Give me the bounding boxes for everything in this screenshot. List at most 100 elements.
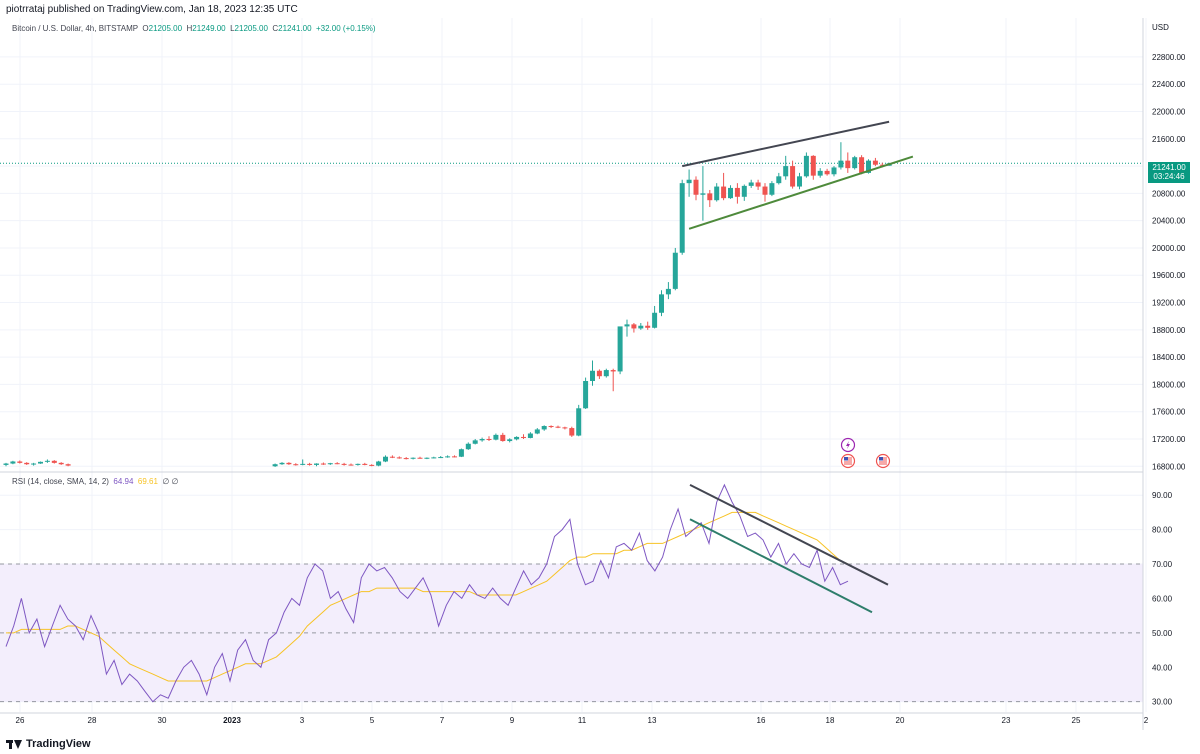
candle-body bbox=[51, 460, 57, 463]
candle-body bbox=[790, 166, 796, 187]
price-tick-label: 19600.00 bbox=[1152, 271, 1186, 280]
publisher-text: piotrrataj published on TradingView.com,… bbox=[6, 4, 298, 15]
rsi-tick-label: 50.00 bbox=[1152, 629, 1173, 638]
rsi-tick-label: 70.00 bbox=[1152, 560, 1173, 569]
candle-body bbox=[279, 462, 285, 465]
candle-body bbox=[383, 456, 388, 462]
us-flag-icon[interactable] bbox=[875, 453, 891, 469]
candle-body bbox=[679, 183, 685, 253]
price-tick-label: 18000.00 bbox=[1152, 380, 1186, 389]
last-price: 21241.00 bbox=[1152, 163, 1186, 172]
candle-body bbox=[514, 436, 520, 440]
candle-body bbox=[521, 436, 526, 438]
candle-body bbox=[65, 464, 71, 466]
candle-body bbox=[341, 463, 347, 465]
candle-body bbox=[638, 325, 644, 329]
candle-body bbox=[293, 464, 299, 466]
candle-body bbox=[314, 463, 319, 465]
time-tick-label: 20 bbox=[896, 716, 905, 725]
candle-body bbox=[445, 456, 451, 458]
candle-body bbox=[872, 160, 878, 165]
candle-body bbox=[845, 160, 851, 169]
candle-body bbox=[797, 176, 802, 187]
candle-body bbox=[700, 193, 706, 195]
time-tick-label: 11 bbox=[578, 716, 587, 725]
candle-body bbox=[603, 370, 609, 377]
candle-body bbox=[334, 463, 340, 465]
candle-body bbox=[10, 461, 16, 464]
candle-body bbox=[376, 461, 382, 466]
candle-body bbox=[817, 170, 823, 176]
candle-body bbox=[590, 370, 595, 381]
lightning-icon[interactable] bbox=[840, 437, 856, 453]
top-bar: piotrrataj published on TradingView.com,… bbox=[0, 0, 1200, 18]
rsi-tick-label: 30.00 bbox=[1152, 698, 1173, 707]
candle-body bbox=[652, 312, 658, 328]
candle-body bbox=[286, 462, 292, 465]
price-resistance-trendline[interactable] bbox=[681, 120, 890, 168]
us-flag-icon[interactable] bbox=[840, 453, 856, 469]
candle-body bbox=[472, 440, 478, 444]
brand-text: TradingView bbox=[26, 738, 91, 750]
candle-body bbox=[507, 439, 513, 442]
time-tick-label: 26 bbox=[16, 716, 25, 725]
close-value: 21241.00 bbox=[278, 24, 312, 33]
time-tick-label: 3 bbox=[300, 716, 305, 725]
rsi-support-trendline[interactable] bbox=[689, 518, 873, 614]
time-tick-label: 23 bbox=[1002, 716, 1011, 725]
candle-body bbox=[734, 187, 740, 197]
rsi-label[interactable]: RSI (14, close, SMA, 14, 2) bbox=[12, 477, 109, 486]
candle-body bbox=[362, 463, 368, 465]
low-value: 21205.00 bbox=[234, 24, 268, 33]
candle-body bbox=[686, 179, 692, 184]
time-tick-label: 13 bbox=[648, 716, 657, 725]
candle-body bbox=[810, 155, 816, 176]
price-tick-label: 22400.00 bbox=[1152, 80, 1186, 89]
candle-body bbox=[838, 160, 844, 168]
candle-body bbox=[562, 427, 568, 429]
candle-body bbox=[486, 438, 492, 440]
candle-body bbox=[583, 380, 589, 409]
tradingview-logo-icon bbox=[6, 739, 22, 749]
candle-body bbox=[403, 458, 409, 460]
symbol-label[interactable]: Bitcoin / U.S. Dollar, 4h, BITSTAMP bbox=[12, 24, 138, 33]
candle-body bbox=[741, 185, 747, 197]
candle-body bbox=[610, 370, 616, 372]
price-tick-label: 17200.00 bbox=[1152, 435, 1186, 444]
high-label: H bbox=[186, 24, 193, 33]
price-tick-label: 22800.00 bbox=[1152, 53, 1186, 62]
candle-body bbox=[58, 462, 64, 465]
candle-body bbox=[527, 433, 533, 438]
ohlc-legend: Bitcoin / U.S. Dollar, 4h, BITSTAMP O212… bbox=[12, 24, 376, 33]
candle-body bbox=[389, 456, 395, 458]
candle-body bbox=[803, 155, 809, 177]
trendlines[interactable] bbox=[681, 120, 914, 614]
candle-body bbox=[369, 464, 375, 466]
candle-body bbox=[776, 176, 782, 184]
price-tick-label: 21600.00 bbox=[1152, 135, 1186, 144]
candle-body bbox=[569, 428, 575, 436]
rsi-resistance-trendline[interactable] bbox=[689, 483, 889, 586]
candle-body bbox=[458, 449, 464, 457]
candle-body bbox=[755, 182, 761, 187]
last-price-tag: 21241.00 03:24:46 bbox=[1148, 162, 1190, 183]
candle-body bbox=[355, 463, 361, 465]
candle-body bbox=[3, 463, 9, 465]
time-tick-label: 2 bbox=[1144, 716, 1149, 725]
candle-body bbox=[596, 370, 602, 377]
candle-body bbox=[327, 463, 333, 465]
rsi-lines bbox=[5, 483, 849, 703]
price-support-trendline[interactable] bbox=[688, 155, 914, 230]
currency-label: USD bbox=[1152, 23, 1169, 32]
candle-body bbox=[272, 464, 278, 467]
price-tick-label: 20800.00 bbox=[1152, 189, 1186, 198]
candle-body bbox=[707, 193, 713, 201]
candle-body bbox=[493, 434, 499, 440]
candle-body bbox=[396, 457, 402, 459]
price-tick-label: 18800.00 bbox=[1152, 326, 1186, 335]
candle-body bbox=[824, 170, 830, 175]
candle-body bbox=[17, 461, 23, 463]
rsi-value: 64.94 bbox=[113, 477, 134, 486]
time-tick-label: 25 bbox=[1072, 716, 1081, 725]
